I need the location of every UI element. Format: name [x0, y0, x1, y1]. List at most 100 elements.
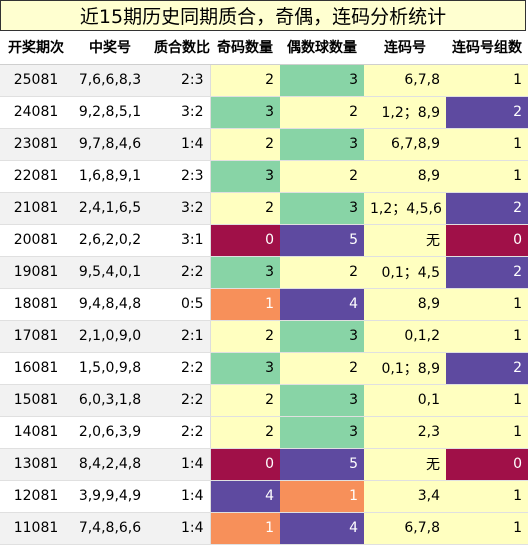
table-row: 24081 9,2,8,5,1 3:2 3 2 1,2；8,9 2 — [0, 96, 528, 129]
group-count-cell: 2 — [446, 192, 528, 225]
numbers-cell: 8,4,2,4,8 — [72, 448, 148, 481]
issue-cell: 21081 — [0, 192, 72, 225]
numbers-cell: 9,4,8,4,8 — [72, 288, 148, 321]
numbers-cell: 9,5,4,0,1 — [72, 256, 148, 289]
ratio-cell: 2:3 — [148, 160, 210, 193]
odd-count-cell: 3 — [209, 160, 280, 193]
odd-count-cell: 3 — [209, 96, 280, 129]
table-row: 18081 9,4,8,4,8 0:5 1 4 8,9 1 — [0, 288, 528, 321]
even-count-cell: 4 — [280, 288, 364, 321]
table-row: 16081 1,5,0,9,8 2:2 3 2 0,1；8,9 2 — [0, 352, 528, 385]
even-count-cell: 2 — [280, 352, 364, 385]
issue-cell: 22081 — [0, 160, 72, 193]
consecutive-cell: 无 — [364, 224, 446, 257]
header-consecutive: 连码号 — [364, 31, 446, 65]
header-row: 开奖期次 中奖号 质合数比 奇码数量 偶数球数量 连码号 连码号组数 — [0, 31, 528, 65]
even-count-cell: 3 — [280, 64, 364, 97]
consecutive-cell: 1,2；4,5,6 — [364, 192, 446, 225]
consecutive-cell: 1,2；8,9 — [364, 96, 446, 129]
ratio-cell: 2:2 — [148, 384, 210, 417]
issue-cell: 19081 — [0, 256, 72, 289]
consecutive-cell: 8,9 — [364, 288, 446, 321]
ratio-cell: 3:1 — [148, 224, 210, 257]
group-count-cell: 1 — [446, 128, 528, 161]
group-count-cell: 0 — [446, 448, 528, 481]
issue-cell: 15081 — [0, 384, 72, 417]
numbers-cell: 2,4,1,6,5 — [72, 192, 148, 225]
group-count-cell: 1 — [446, 288, 528, 321]
consecutive-cell: 0,1；4,5 — [364, 256, 446, 289]
numbers-cell: 9,7,8,4,6 — [72, 128, 148, 161]
even-count-cell: 4 — [280, 512, 364, 545]
table-row: 22081 1,6,8,9,1 2:3 3 2 8,9 1 — [0, 160, 528, 193]
numbers-cell: 2,1,0,9,0 — [72, 320, 148, 353]
numbers-cell: 9,2,8,5,1 — [72, 96, 148, 129]
numbers-cell: 6,0,3,1,8 — [72, 384, 148, 417]
odd-count-cell: 1 — [209, 512, 280, 545]
consecutive-cell: 6,7,8 — [364, 64, 446, 97]
table-row: 15081 6,0,3,1,8 2:2 2 3 0,1 1 — [0, 384, 528, 417]
odd-count-cell: 1 — [209, 288, 280, 321]
issue-cell: 18081 — [0, 288, 72, 321]
consecutive-cell: 0,1 — [364, 384, 446, 417]
header-ratio: 质合数比 — [148, 31, 210, 65]
group-count-cell: 1 — [446, 416, 528, 449]
ratio-cell: 1:4 — [148, 448, 210, 481]
numbers-cell: 7,4,8,6,6 — [72, 512, 148, 545]
numbers-cell: 1,6,8,9,1 — [72, 160, 148, 193]
ratio-cell: 2:2 — [148, 256, 210, 289]
issue-cell: 12081 — [0, 480, 72, 513]
table-row: 19081 9,5,4,0,1 2:2 3 2 0,1；4,5 2 — [0, 256, 528, 289]
ratio-cell: 3:2 — [148, 192, 210, 225]
numbers-cell: 1,5,0,9,8 — [72, 352, 148, 385]
odd-count-cell: 2 — [209, 192, 280, 225]
numbers-cell: 3,9,9,4,9 — [72, 480, 148, 513]
odd-count-cell: 4 — [209, 480, 280, 513]
issue-cell: 16081 — [0, 352, 72, 385]
table-row: 12081 3,9,9,4,9 1:4 4 1 3,4 1 — [0, 480, 528, 513]
header-odd-count: 奇码数量 — [210, 31, 280, 65]
group-count-cell: 2 — [446, 352, 528, 385]
consecutive-cell: 8,9 — [364, 160, 446, 193]
consecutive-cell: 0,1；8,9 — [364, 352, 446, 385]
odd-count-cell: 2 — [209, 384, 280, 417]
group-count-cell: 0 — [446, 224, 528, 257]
ratio-cell: 2:2 — [148, 416, 210, 449]
consecutive-cell: 6,7,8 — [364, 512, 446, 545]
issue-cell: 14081 — [0, 416, 72, 449]
stats-table: 开奖期次 中奖号 质合数比 奇码数量 偶数球数量 连码号 连码号组数 25081… — [0, 31, 528, 545]
ratio-cell: 3:2 — [148, 96, 210, 129]
header-even-count: 偶数球数量 — [280, 31, 364, 65]
numbers-cell: 7,6,6,8,3 — [72, 64, 148, 97]
consecutive-cell: 6,7,8,9 — [364, 128, 446, 161]
numbers-cell: 2,0,6,3,9 — [72, 416, 148, 449]
even-count-cell: 3 — [280, 416, 364, 449]
group-count-cell: 2 — [446, 96, 528, 129]
even-count-cell: 2 — [280, 256, 364, 289]
even-count-cell: 3 — [280, 320, 364, 353]
even-count-cell: 5 — [280, 224, 364, 257]
ratio-cell: 0:5 — [148, 288, 210, 321]
even-count-cell: 3 — [280, 192, 364, 225]
odd-count-cell: 2 — [209, 416, 280, 449]
consecutive-cell: 2,3 — [364, 416, 446, 449]
table-row: 13081 8,4,2,4,8 1:4 0 5 无 0 — [0, 448, 528, 481]
table-row: 21081 2,4,1,6,5 3:2 2 3 1,2；4,5,6 2 — [0, 192, 528, 225]
even-count-cell: 3 — [280, 128, 364, 161]
ratio-cell: 2:3 — [148, 64, 210, 97]
even-count-cell: 1 — [280, 480, 364, 513]
ratio-cell: 1:4 — [148, 512, 210, 545]
table-row: 11081 7,4,8,6,6 1:4 1 4 6,7,8 1 — [0, 512, 528, 545]
consecutive-cell: 无 — [364, 448, 446, 481]
group-count-cell: 1 — [446, 480, 528, 513]
odd-count-cell: 2 — [209, 64, 280, 97]
header-group-count: 连码号组数 — [446, 31, 528, 65]
odd-count-cell: 2 — [209, 128, 280, 161]
issue-cell: 23081 — [0, 128, 72, 161]
odd-count-cell: 3 — [209, 352, 280, 385]
numbers-cell: 2,6,2,0,2 — [72, 224, 148, 257]
even-count-cell: 3 — [280, 384, 364, 417]
even-count-cell: 5 — [280, 448, 364, 481]
odd-count-cell: 0 — [209, 224, 280, 257]
